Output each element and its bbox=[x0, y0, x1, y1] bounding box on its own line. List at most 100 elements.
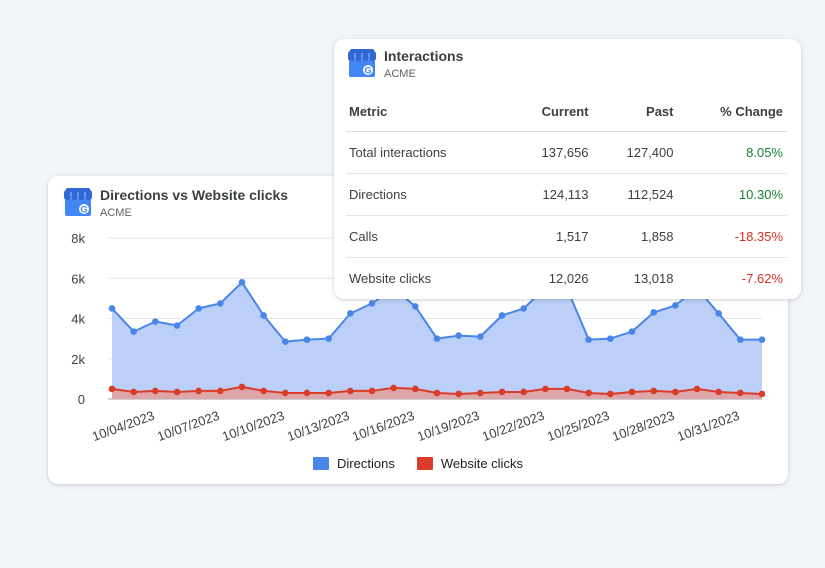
table-header-row: Metric Current Past % Change bbox=[346, 93, 787, 132]
data-point-directions bbox=[412, 303, 419, 310]
x-tick-label: 10/25/2023 bbox=[545, 408, 611, 444]
data-point-directions bbox=[217, 300, 224, 307]
data-point-website-clicks bbox=[737, 389, 744, 397]
data-point-directions bbox=[758, 336, 766, 343]
table-title: Interactions bbox=[384, 48, 464, 64]
data-point-website-clicks bbox=[650, 387, 657, 395]
table-subtitle: ACME bbox=[384, 68, 416, 80]
data-point-directions bbox=[650, 309, 657, 316]
x-tick-label: 10/31/2023 bbox=[675, 408, 741, 444]
data-point-website-clicks bbox=[455, 390, 462, 398]
data-point-website-clicks bbox=[325, 389, 332, 397]
data-point-directions bbox=[607, 335, 614, 342]
data-point-website-clicks bbox=[173, 388, 181, 396]
data-point-directions bbox=[455, 332, 462, 339]
cell-change: 10.30% bbox=[677, 173, 787, 216]
y-tick-label: 8k bbox=[71, 231, 85, 246]
data-point-directions bbox=[672, 302, 679, 309]
data-point-website-clicks bbox=[628, 388, 636, 396]
interactions-table: Metric Current Past % Change Total inter… bbox=[346, 93, 787, 299]
column-header-past[interactable]: Past bbox=[592, 93, 678, 132]
interactions-card: G Interactions ACME Metric Current Past … bbox=[334, 39, 801, 299]
data-point-directions bbox=[368, 300, 376, 307]
table-row: Website clicks 12,026 13,018 -7.62% bbox=[346, 257, 787, 299]
data-point-directions bbox=[238, 278, 246, 286]
column-header-metric[interactable]: Metric bbox=[346, 93, 508, 132]
cell-current: 124,113 bbox=[507, 173, 593, 216]
x-tick-label: 10/04/2023 bbox=[90, 408, 156, 444]
cell-change: 8.05% bbox=[677, 131, 787, 174]
data-point-directions bbox=[325, 335, 332, 342]
data-point-website-clicks bbox=[108, 385, 116, 393]
data-point-directions bbox=[173, 322, 181, 329]
legend-label-website-clicks: Website clicks bbox=[440, 456, 523, 471]
svg-text:G: G bbox=[80, 205, 87, 215]
cell-past: 13,018 bbox=[633, 270, 674, 286]
x-tick-label: 10/28/2023 bbox=[610, 408, 676, 444]
cell-metric: Total interactions bbox=[346, 131, 508, 174]
data-point-website-clicks bbox=[693, 385, 701, 393]
table-row: Total interactions 137,656 127,400 8.05% bbox=[346, 131, 787, 174]
x-tick-label: 10/22/2023 bbox=[480, 408, 546, 444]
data-point-website-clicks bbox=[477, 389, 484, 397]
legend-item-website-clicks[interactable]: Website clicks bbox=[416, 456, 523, 471]
y-tick-label: 4k bbox=[71, 312, 85, 327]
cell-current: 137,656 bbox=[507, 131, 593, 174]
cell-current: 12,026 bbox=[548, 270, 589, 286]
data-point-website-clicks bbox=[585, 389, 592, 397]
data-point-website-clicks bbox=[260, 387, 267, 395]
column-header-change[interactable]: % Change bbox=[677, 93, 787, 132]
cell-past: 1,858 bbox=[592, 215, 678, 258]
legend-swatch-website-clicks bbox=[416, 457, 433, 470]
cell-metric: Website clicks bbox=[349, 270, 432, 286]
data-point-directions bbox=[260, 312, 267, 319]
table-card-header: G Interactions ACME bbox=[346, 47, 463, 82]
y-tick-label: 0 bbox=[78, 392, 85, 407]
data-point-website-clicks bbox=[520, 388, 527, 396]
data-point-website-clicks bbox=[152, 387, 159, 395]
data-point-directions bbox=[347, 310, 354, 317]
data-point-directions bbox=[477, 333, 484, 340]
area-website-clicks bbox=[112, 386, 762, 399]
data-point-directions bbox=[195, 305, 202, 312]
cell-current: 1,517 bbox=[507, 215, 593, 258]
data-point-website-clicks bbox=[498, 388, 506, 396]
legend-item-directions[interactable]: Directions bbox=[313, 456, 395, 471]
data-point-directions bbox=[498, 312, 506, 319]
data-point-directions bbox=[130, 328, 137, 335]
legend-label-directions: Directions bbox=[337, 456, 395, 471]
data-point-website-clicks bbox=[195, 387, 202, 395]
data-point-directions bbox=[282, 338, 289, 345]
data-point-website-clicks bbox=[758, 390, 766, 398]
cell-metric: Calls bbox=[346, 215, 508, 258]
cell-metric: Directions bbox=[346, 173, 508, 216]
cell-past: 127,400 bbox=[592, 131, 678, 174]
data-point-directions bbox=[108, 305, 116, 312]
svg-text:G: G bbox=[364, 66, 371, 76]
data-point-website-clicks bbox=[412, 385, 419, 393]
y-tick-label: 2k bbox=[71, 352, 85, 367]
cell-change: -7.62% bbox=[741, 270, 783, 286]
x-tick-label: 10/19/2023 bbox=[415, 408, 481, 444]
x-tick-label: 10/13/2023 bbox=[285, 408, 351, 444]
data-point-website-clicks bbox=[130, 388, 137, 396]
data-point-website-clicks bbox=[303, 389, 311, 397]
data-point-website-clicks bbox=[282, 389, 289, 397]
table-row: Calls 1,517 1,858 -18.35% bbox=[346, 215, 787, 258]
column-header-current[interactable]: Current bbox=[507, 93, 593, 132]
data-point-website-clicks bbox=[542, 385, 549, 393]
x-tick-label: 10/07/2023 bbox=[155, 408, 221, 444]
google-my-business-store-icon: G bbox=[64, 188, 92, 216]
data-point-website-clicks bbox=[672, 388, 679, 396]
legend-swatch-directions bbox=[313, 457, 330, 470]
chart-legend: Directions Website clicks bbox=[48, 456, 788, 471]
y-tick-label: 6k bbox=[71, 271, 85, 286]
chart-subtitle: ACME bbox=[100, 207, 132, 219]
data-point-website-clicks bbox=[433, 389, 441, 397]
chart-title: Directions vs Website clicks bbox=[100, 187, 289, 203]
cell-change: -18.35% bbox=[677, 215, 787, 258]
chart-plot: 02k4k6k8k10/04/202310/07/202310/10/20231… bbox=[71, 231, 766, 444]
table-row: Directions 124,113 112,524 10.30% bbox=[346, 173, 787, 216]
data-point-directions bbox=[585, 336, 592, 343]
data-point-directions bbox=[303, 336, 311, 343]
